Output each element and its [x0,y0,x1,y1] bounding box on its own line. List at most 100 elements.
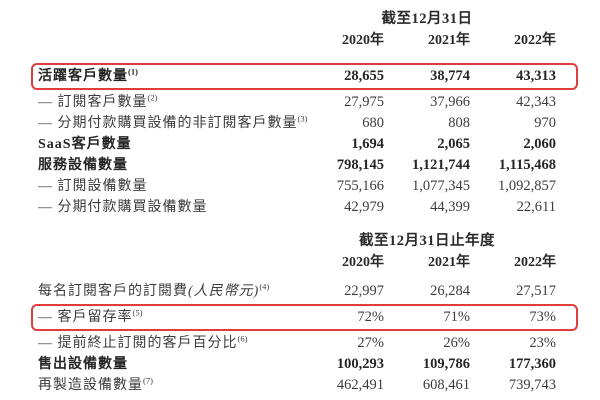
value-cell: 72% [357,309,384,325]
row-label-text: — 客戶留存率 [38,310,133,325]
value-cell: 970 [534,115,556,131]
value-cell: 42,979 [344,199,384,215]
period-spacer [38,8,298,30]
year-header: 2022年 [514,255,556,270]
footnote-reference: (5) [132,307,143,318]
value-cell: 109,786 [422,356,470,372]
value-cell: 28,655 [344,68,384,84]
value-cell: 2,065 [437,136,470,152]
row-label-text: — 訂閱客戶數量 [38,95,148,110]
table-row: 每名訂閱客戶的訂閱費(人民幣元)(4) 22,997 26,284 27,517 [38,281,556,302]
value-cell: 22,611 [516,199,556,215]
table-row-highlighted: — 客戶留存率(5) 72% 71% 73% [31,304,578,331]
customer-metrics-table: 截至12月31日 2020年 2021年 2022年活躍客戶數量(1) 28,655 38… [31,8,578,218]
value-cell: 73% [529,309,556,325]
table-body: 活躍客戶數量(1) 28,655 38,774 43,313 — 訂閱客戶數量(2) 27… [31,63,578,218]
subscription-metrics-table: 截至12月31日止年度 2020年 2021年 2022年每名訂閱客戶的訂閱費(人民幣… [31,230,578,396]
value-cell: 739,743 [508,377,556,393]
value-cell: 755,166 [336,178,384,194]
row-label: 服務設備數量 [38,155,298,176]
value-cell: 44,399 [430,199,470,215]
period-spacer [38,230,298,252]
value-cell: 100,293 [336,356,384,372]
year-header-row: 2020年 2021年 2022年 [38,252,556,273]
period-header: 截至12月31日止年度 [359,233,495,249]
row-label: — 分期付款購買設備數量 [38,197,298,218]
year-header-row: 2020年 2021年 2022年 [38,30,556,51]
value-cell: 23% [529,335,556,351]
footnote-reference: (4) [259,281,270,292]
table-row: — 訂閱客戶數量(2) 27,975 37,966 42,343 [38,92,556,113]
value-cell: 22,997 [344,283,384,299]
row-label: 活躍客戶數量(1) [38,66,298,87]
table-row: — 分期付款購買設備的非訂閱客戶數量(3) 680 808 970 [38,113,556,134]
year-header: 2021年 [428,255,470,270]
year-header: 2020年 [342,33,384,48]
value-cell: 27% [357,335,384,351]
row-label: SaaS客戶數量 [38,134,298,155]
table-body: 每名訂閱客戶的訂閱費(人民幣元)(4) 22,997 26,284 27,517 — 客… [31,281,578,396]
value-cell: 680 [362,115,384,131]
period-header: 截至12月31日 [381,11,473,27]
period-header-row: 截至12月31日 [38,8,556,30]
value-cell: 43,313 [516,68,556,84]
year-row-spacer [38,252,298,273]
value-cell: 27,517 [516,283,556,299]
row-label-text: — 分期付款購買設備數量 [38,200,208,215]
year-header: 2022年 [514,33,556,48]
row-label: — 客戶留存率(5) [38,307,298,328]
table-row: — 訂閱設備數量 755,166 1,077,345 1,092,857 [38,176,556,197]
value-cell: 27,975 [344,94,384,110]
row-label-text: 售出設備數量 [38,357,128,372]
footnote-reference: (7) [143,375,153,386]
year-header: 2020年 [342,255,384,270]
value-cell: 177,360 [508,356,556,372]
table-row: 售出設備數量 100,293 109,786 177,360 [38,354,556,375]
footnote-reference: (2) [147,92,158,103]
table-row: — 提前終止訂閱的客戶百分比(6) 27% 26% 23% [38,333,556,354]
row-label-text: — 提前終止訂閱的客戶百分比 [38,336,238,351]
value-cell: 608,461 [422,377,470,393]
row-label: 售出設備數量 [38,354,298,375]
row-label: — 提前終止訂閱的客戶百分比(6) [38,333,298,354]
value-cell: 798,145 [336,157,384,173]
table-row: 服務設備數量 798,145 1,121,744 1,115,468 [38,155,556,176]
row-label-text: SaaS客戶數量 [38,137,132,152]
row-label-text: 服務設備數量 [38,158,128,173]
value-cell: 38,774 [430,68,470,84]
row-label-text: — 分期付款購買設備的非訂閱客戶數量 [38,116,298,131]
value-cell: 1,694 [351,136,384,152]
row-label-text: — 訂閱設備數量 [38,179,148,194]
table-row-highlighted: 活躍客戶數量(1) 28,655 38,774 43,313 [31,63,578,90]
value-cell: 26,284 [430,283,470,299]
value-cell: 42,343 [516,94,556,110]
year-row-spacer [38,30,298,51]
value-cell: 1,077,345 [412,178,470,194]
row-label: 再製造設備數量(7) [38,375,298,396]
value-cell: 2,060 [523,136,556,152]
row-label-text: 每名訂閱客戶的訂閱費 [38,284,188,299]
row-label-italic: (人民幣元) [188,284,260,299]
value-cell: 1,092,857 [498,178,556,194]
row-label-text: 活躍客戶數量 [38,69,128,84]
footnote-reference: (3) [297,113,308,124]
row-label: — 分期付款購買設備的非訂閱客戶數量(3) [38,113,307,134]
footnote-reference: (6) [237,333,248,344]
row-label-text: 再製造設備數量 [38,378,143,393]
value-cell: 1,121,744 [412,157,470,173]
table-row: SaaS客戶數量 1,694 2,065 2,060 [38,134,556,155]
row-label: — 訂閱客戶數量(2) [38,92,298,113]
footnote-reference: (1) [128,66,138,77]
table-row: 再製造設備數量(7) 462,491 608,461 739,743 [38,375,556,396]
value-cell: 808 [448,115,470,131]
value-cell: 37,966 [430,94,470,110]
value-cell: 71% [443,309,470,325]
row-label: 每名訂閱客戶的訂閱費(人民幣元)(4) [38,281,298,302]
value-cell: 1,115,468 [498,157,556,173]
table-row: — 分期付款購買設備數量 42,979 44,399 22,611 [38,197,556,218]
value-cell: 462,491 [336,377,384,393]
row-label: — 訂閱設備數量 [38,176,298,197]
period-header-row: 截至12月31日止年度 [38,230,556,252]
year-header: 2021年 [428,33,470,48]
